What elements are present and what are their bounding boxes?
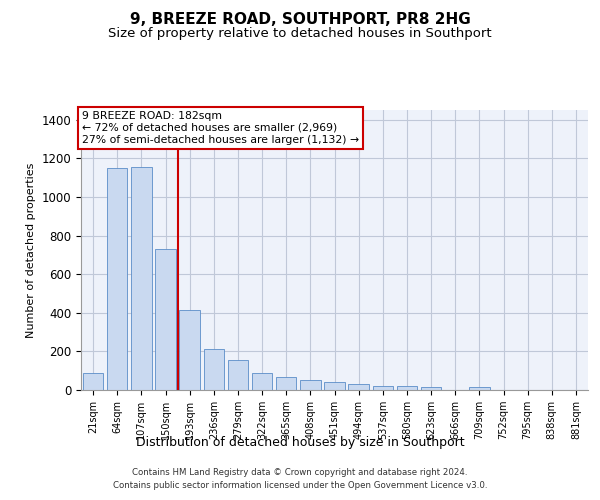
Text: Contains public sector information licensed under the Open Government Licence v3: Contains public sector information licen… bbox=[113, 480, 487, 490]
Bar bbox=[203, 350, 224, 390]
Bar bbox=[469, 387, 490, 390]
Text: 9 BREEZE ROAD: 182sqm
← 72% of detached houses are smaller (2,969)
27% of semi-d: 9 BREEZE ROAD: 182sqm ← 72% of detached … bbox=[82, 112, 359, 144]
Bar bbox=[131, 167, 152, 390]
Bar bbox=[324, 382, 345, 390]
Bar bbox=[107, 168, 127, 390]
Bar bbox=[179, 310, 200, 390]
Y-axis label: Number of detached properties: Number of detached properties bbox=[26, 162, 36, 338]
Bar bbox=[373, 386, 393, 390]
Bar bbox=[421, 386, 442, 390]
Bar bbox=[155, 249, 176, 390]
Text: Size of property relative to detached houses in Southport: Size of property relative to detached ho… bbox=[108, 28, 492, 40]
Bar bbox=[300, 380, 320, 390]
Bar bbox=[252, 372, 272, 390]
Bar bbox=[276, 378, 296, 390]
Bar bbox=[227, 360, 248, 390]
Text: Contains HM Land Registry data © Crown copyright and database right 2024.: Contains HM Land Registry data © Crown c… bbox=[132, 468, 468, 477]
Text: 9, BREEZE ROAD, SOUTHPORT, PR8 2HG: 9, BREEZE ROAD, SOUTHPORT, PR8 2HG bbox=[130, 12, 470, 28]
Bar bbox=[83, 372, 103, 390]
Bar bbox=[397, 386, 417, 390]
Bar bbox=[349, 384, 369, 390]
Text: Distribution of detached houses by size in Southport: Distribution of detached houses by size … bbox=[136, 436, 464, 449]
